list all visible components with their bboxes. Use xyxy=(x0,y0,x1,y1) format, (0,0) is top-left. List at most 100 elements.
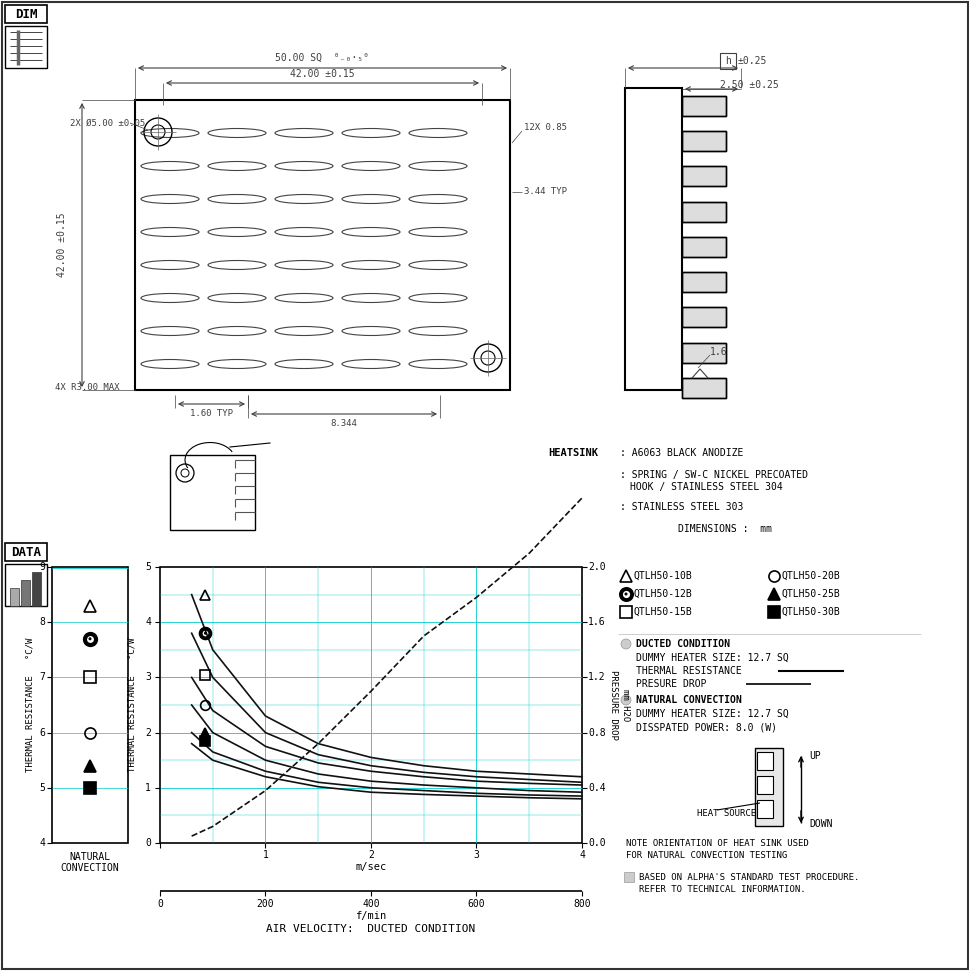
Bar xyxy=(681,237,725,257)
Text: NATURAL: NATURAL xyxy=(70,852,110,862)
Text: AIR VELOCITY:  DUCTED CONDITION: AIR VELOCITY: DUCTED CONDITION xyxy=(266,924,475,934)
Text: 200: 200 xyxy=(257,899,274,909)
Bar xyxy=(681,166,725,186)
Ellipse shape xyxy=(409,260,466,270)
Text: : A6063 BLACK ANODIZE: : A6063 BLACK ANODIZE xyxy=(619,448,742,458)
Bar xyxy=(5,543,47,561)
Text: 50.00 SQ  ⁰₋₀·₅⁰: 50.00 SQ ⁰₋₀·₅⁰ xyxy=(275,53,369,63)
Text: 1: 1 xyxy=(145,783,151,792)
Ellipse shape xyxy=(275,128,332,138)
Ellipse shape xyxy=(207,359,266,369)
Text: DOWN: DOWN xyxy=(808,819,831,829)
Text: QTLH50-25B: QTLH50-25B xyxy=(781,589,840,599)
Ellipse shape xyxy=(141,128,199,138)
Bar xyxy=(623,872,634,882)
Ellipse shape xyxy=(141,260,199,270)
Text: f/min: f/min xyxy=(355,911,387,921)
Bar xyxy=(52,567,128,843)
Text: QTLH50-10B: QTLH50-10B xyxy=(634,571,692,581)
Text: 1.2: 1.2 xyxy=(587,672,606,683)
Ellipse shape xyxy=(141,359,199,369)
Text: 0.0: 0.0 xyxy=(587,838,606,848)
Text: 6: 6 xyxy=(39,727,45,738)
Bar xyxy=(681,343,725,363)
Text: 3: 3 xyxy=(473,850,479,860)
Ellipse shape xyxy=(342,161,399,171)
Text: 3: 3 xyxy=(145,672,151,683)
Ellipse shape xyxy=(207,227,266,237)
Text: 1.60 TYP: 1.60 TYP xyxy=(190,410,234,419)
Text: 1.6: 1.6 xyxy=(709,347,727,357)
Bar xyxy=(21,580,30,606)
Text: 4: 4 xyxy=(39,838,45,848)
Text: 5: 5 xyxy=(39,783,45,792)
Circle shape xyxy=(624,592,627,595)
Ellipse shape xyxy=(409,194,466,204)
Text: 800: 800 xyxy=(573,899,590,909)
Bar xyxy=(756,752,772,770)
Ellipse shape xyxy=(275,359,332,369)
Ellipse shape xyxy=(141,194,199,204)
Text: 2.50 ±0.25: 2.50 ±0.25 xyxy=(719,80,778,90)
Ellipse shape xyxy=(409,128,466,138)
Text: 600: 600 xyxy=(467,899,484,909)
Bar xyxy=(681,308,725,327)
Ellipse shape xyxy=(409,227,466,237)
Text: 3.44 TYP: 3.44 TYP xyxy=(523,187,567,196)
Bar xyxy=(5,564,47,606)
Text: THERMAL RESISTANCE: THERMAL RESISTANCE xyxy=(636,666,741,676)
Ellipse shape xyxy=(342,227,399,237)
Bar xyxy=(624,88,681,390)
Text: THERMAL RESISTANCE   °C/W: THERMAL RESISTANCE °C/W xyxy=(127,638,137,772)
Text: QTLH50-15B: QTLH50-15B xyxy=(634,607,692,617)
Text: 4: 4 xyxy=(145,618,151,627)
Text: : SPRING / SW-C NICKEL PRECOATED: : SPRING / SW-C NICKEL PRECOATED xyxy=(619,470,807,480)
Ellipse shape xyxy=(342,128,399,138)
Text: QTLH50-20B: QTLH50-20B xyxy=(781,571,840,581)
Text: DISSPATED POWER: 8.0 (W): DISSPATED POWER: 8.0 (W) xyxy=(636,722,776,732)
Ellipse shape xyxy=(275,326,332,336)
Bar xyxy=(681,202,725,221)
Text: 1.6: 1.6 xyxy=(587,618,606,627)
Text: PRESURE DROP: PRESURE DROP xyxy=(636,679,705,689)
Text: QTLH50-30B: QTLH50-30B xyxy=(781,607,840,617)
Text: THERMAL RESISTANCE   °C/W: THERMAL RESISTANCE °C/W xyxy=(25,638,35,772)
Text: 42.00 ±0.15: 42.00 ±0.15 xyxy=(57,213,67,278)
Ellipse shape xyxy=(409,326,466,336)
Bar xyxy=(5,5,47,23)
Ellipse shape xyxy=(342,359,399,369)
Bar xyxy=(681,308,725,327)
Text: 2: 2 xyxy=(367,850,374,860)
Text: h: h xyxy=(724,56,731,66)
Text: DIM: DIM xyxy=(15,8,37,20)
Ellipse shape xyxy=(141,227,199,237)
Ellipse shape xyxy=(342,326,399,336)
Text: 8.344: 8.344 xyxy=(330,419,357,428)
Ellipse shape xyxy=(275,227,332,237)
Text: 5: 5 xyxy=(145,562,151,572)
Bar xyxy=(681,237,725,257)
Bar xyxy=(681,96,725,116)
Text: NATURAL CONVECTION: NATURAL CONVECTION xyxy=(636,695,741,705)
Text: 42.00 ±0.15: 42.00 ±0.15 xyxy=(290,69,355,79)
Text: ±0.25: ±0.25 xyxy=(736,56,766,66)
Text: 0: 0 xyxy=(145,838,151,848)
Text: 1: 1 xyxy=(263,850,268,860)
Bar xyxy=(756,800,772,818)
Ellipse shape xyxy=(207,128,266,138)
Text: 2X Ø5.00 ±0.05: 2X Ø5.00 ±0.05 xyxy=(71,118,145,127)
Bar xyxy=(681,378,725,398)
Text: HOOK / STAINLESS STEEL 304: HOOK / STAINLESS STEEL 304 xyxy=(629,482,782,492)
Ellipse shape xyxy=(207,194,266,204)
Ellipse shape xyxy=(207,326,266,336)
Text: BASED ON ALPHA'S STANDARD TEST PROCEDURE.: BASED ON ALPHA'S STANDARD TEST PROCEDURE… xyxy=(639,873,859,882)
Bar xyxy=(681,166,725,186)
Bar xyxy=(10,588,19,606)
Ellipse shape xyxy=(342,194,399,204)
Ellipse shape xyxy=(409,293,466,303)
Text: 400: 400 xyxy=(361,899,380,909)
Bar xyxy=(681,378,725,398)
Bar xyxy=(681,202,725,221)
Text: HEATSINK: HEATSINK xyxy=(547,448,597,458)
Bar xyxy=(681,272,725,292)
